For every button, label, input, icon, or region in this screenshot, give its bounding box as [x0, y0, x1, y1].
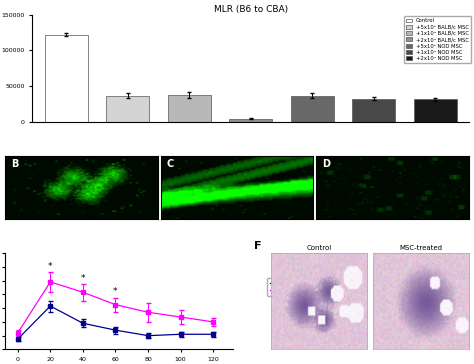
Bar: [352, 99, 395, 122]
Text: *: *: [81, 274, 85, 282]
Text: C: C: [167, 159, 174, 169]
Legend: Control, +5x10³ BALB/c MSC, +1x10⁴ BALB/c MSC, +2x10⁴ BALB/c MSC, +5x10³ NOD MSC: Control, +5x10³ BALB/c MSC, +1x10⁴ BALB/…: [404, 16, 471, 63]
Title: Control: Control: [307, 245, 332, 251]
Title: MSC-treated: MSC-treated: [400, 245, 443, 251]
Text: B: B: [11, 159, 18, 169]
Bar: [414, 99, 457, 122]
Text: D: D: [323, 159, 330, 169]
Bar: [168, 95, 211, 122]
Bar: [229, 119, 273, 122]
Text: *: *: [113, 287, 118, 296]
Bar: [291, 96, 334, 122]
Bar: [45, 35, 88, 122]
Bar: [106, 96, 149, 122]
Title: MLR (B6 to CBA): MLR (B6 to CBA): [214, 5, 288, 14]
Legend: MSC, Control: MSC, Control: [267, 278, 310, 296]
Text: F: F: [254, 241, 261, 252]
Text: *: *: [48, 262, 53, 271]
